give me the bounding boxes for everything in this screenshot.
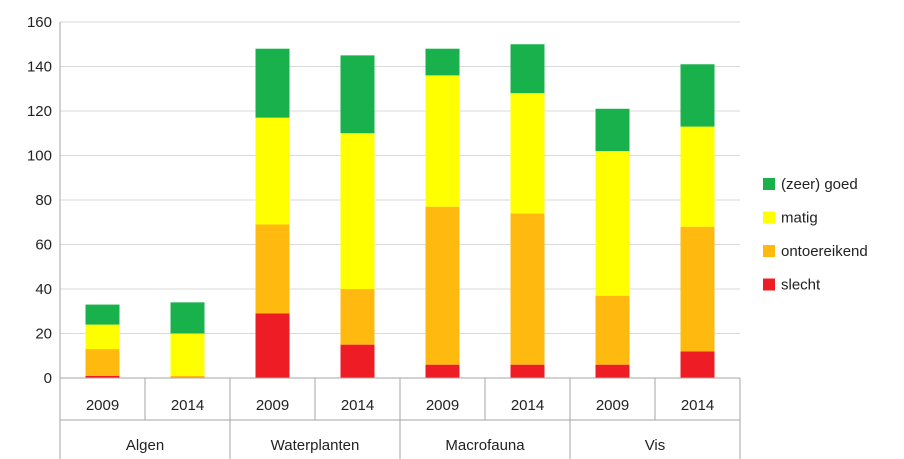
bar-segment <box>425 75 460 207</box>
bar-segment <box>680 126 715 227</box>
bar-segment <box>170 333 205 376</box>
bar-segment <box>510 213 545 365</box>
bar-segment <box>680 64 715 127</box>
y-tick-label: 160 <box>27 14 52 31</box>
legend-item: slecht <box>763 277 821 294</box>
bar-segment <box>85 304 120 325</box>
legend-item: (zeer) goed <box>763 176 858 193</box>
legend-item: ontoereikend <box>763 243 868 260</box>
axes <box>59 22 741 459</box>
bar-segment <box>255 48 290 118</box>
bar-segment <box>255 117 290 225</box>
bar-segment <box>595 295 630 365</box>
x-tick-label: 2009 <box>256 397 289 414</box>
y-tick-label: 0 <box>44 370 52 387</box>
bar-segment <box>340 133 375 289</box>
y-tick-label: 140 <box>27 59 52 76</box>
y-tick-label: 100 <box>27 148 52 165</box>
bar-segment <box>425 48 460 76</box>
legend: (zeer) goed matig ontoereikend slecht <box>763 176 868 294</box>
bar-segment <box>425 206 460 365</box>
y-tick-label: 120 <box>27 103 52 120</box>
x-tick-label: 2009 <box>426 397 459 414</box>
x-tick-label: 2014 <box>681 397 714 414</box>
bar-segment <box>85 324 120 350</box>
x-axis-category-labels: 2009 2014 2009 2014 2009 2014 2009 2014 Algen Wat… <box>86 397 714 454</box>
bar-segment <box>680 351 715 378</box>
bars <box>85 44 715 378</box>
bar-segment <box>595 151 630 296</box>
bar-segment <box>510 364 545 378</box>
bar-segment <box>510 44 545 94</box>
x-group-label: Waterplanten <box>271 437 360 454</box>
bar-segment <box>680 226 715 352</box>
bar-segment <box>255 224 290 314</box>
bar-segment <box>85 349 120 376</box>
x-tick-label: 2014 <box>341 397 374 414</box>
legend-swatch <box>763 245 775 257</box>
bar-segment <box>170 302 205 334</box>
x-tick-label: 2009 <box>596 397 629 414</box>
bar-segment <box>85 375 120 378</box>
y-tick-label: 60 <box>35 237 52 254</box>
legend-label: ontoereikend <box>781 243 868 260</box>
legend-swatch <box>763 211 775 224</box>
gridlines <box>60 21 740 334</box>
bar-segment <box>595 364 630 378</box>
legend-swatch <box>763 278 775 291</box>
x-tick-label: 2009 <box>86 397 119 414</box>
bar-segment <box>425 364 460 378</box>
x-tick-label: 2014 <box>171 397 204 414</box>
x-group-label: Macrofauna <box>445 437 525 454</box>
bar-segment <box>340 55 375 134</box>
bar-segment <box>255 313 290 378</box>
bar-segment <box>340 289 375 345</box>
x-group-label: Vis <box>645 437 666 454</box>
bar-segment <box>595 108 630 152</box>
legend-label: (zeer) goed <box>781 176 858 193</box>
y-tick-label: 20 <box>35 326 52 343</box>
x-group-label: Algen <box>126 437 164 454</box>
bar-segment <box>340 344 375 378</box>
legend-item: matig <box>763 210 818 227</box>
y-tick-label: 40 <box>35 281 52 298</box>
y-axis-tick-labels: 0 20 40 60 80 100 120 140 160 <box>27 14 52 387</box>
legend-swatch <box>763 178 775 190</box>
y-tick-label: 80 <box>35 192 52 209</box>
legend-label: slecht <box>781 277 821 294</box>
bar-segment <box>510 93 545 214</box>
legend-label: matig <box>781 210 818 227</box>
bar-segment <box>170 375 205 378</box>
x-tick-label: 2014 <box>511 397 544 414</box>
